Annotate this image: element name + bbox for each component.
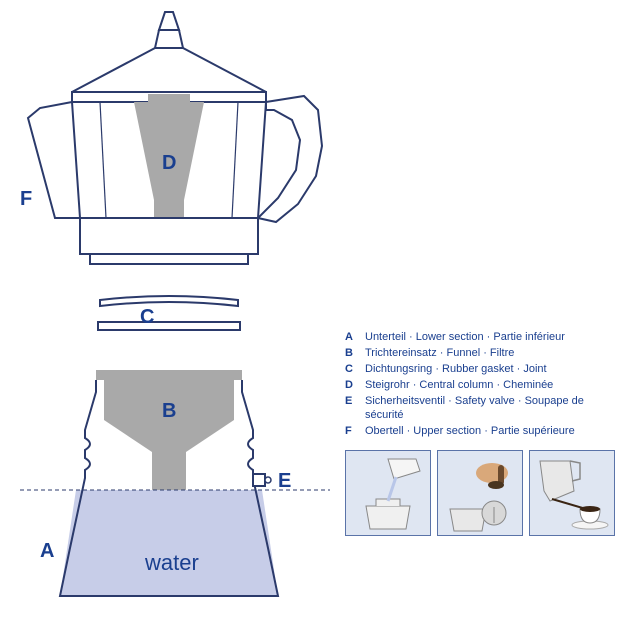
water-label: water xyxy=(145,550,199,576)
legend-letter: A xyxy=(345,330,365,344)
thumbnail-2 xyxy=(437,450,523,536)
upper-section xyxy=(28,12,322,264)
label-b: B xyxy=(162,400,176,423)
label-f: F xyxy=(20,188,32,211)
legend-text: Dichtungsring · Rubber gasket · Joint xyxy=(365,362,615,376)
legend-text: Obertell · Upper section · Partie supéri… xyxy=(365,424,615,438)
legend-row: D Steigrohr · Central column · Cheminée xyxy=(345,378,615,392)
legend-text: Steigrohr · Central column · Cheminée xyxy=(365,378,615,392)
label-c: C xyxy=(140,306,154,329)
label-e: E xyxy=(278,470,291,493)
legend-row: E Sicherheitsventil · Safety valve · Sou… xyxy=(345,394,615,422)
legend-letter: B xyxy=(345,346,365,360)
legend-row: A Unterteil · Lower section · Partie inf… xyxy=(345,330,615,344)
legend-text: Sicherheitsventil · Safety valve · Soupa… xyxy=(365,394,615,422)
thumbnails xyxy=(345,450,615,536)
legend: A Unterteil · Lower section · Partie inf… xyxy=(345,330,615,440)
legend-row: F Obertell · Upper section · Partie supé… xyxy=(345,424,615,438)
legend-row: C Dichtungsring · Rubber gasket · Joint xyxy=(345,362,615,376)
label-d: D xyxy=(162,152,176,175)
legend-text: Unterteil · Lower section · Partie infér… xyxy=(365,330,615,344)
label-a: A xyxy=(40,540,54,563)
legend-letter: F xyxy=(345,424,365,438)
thumbnail-3 xyxy=(529,450,615,536)
legend-letter: C xyxy=(345,362,365,376)
moka-pot-diagram xyxy=(0,0,345,630)
legend-letter: E xyxy=(345,394,365,422)
legend-letter: D xyxy=(345,378,365,392)
diagram: D F C B E A water xyxy=(0,0,345,630)
thumbnail-1 xyxy=(345,450,431,536)
legend-text: Trichtereinsatz · Funnel · Filtre xyxy=(365,346,615,360)
gasket xyxy=(98,296,240,330)
legend-row: B Trichtereinsatz · Funnel · Filtre xyxy=(345,346,615,360)
